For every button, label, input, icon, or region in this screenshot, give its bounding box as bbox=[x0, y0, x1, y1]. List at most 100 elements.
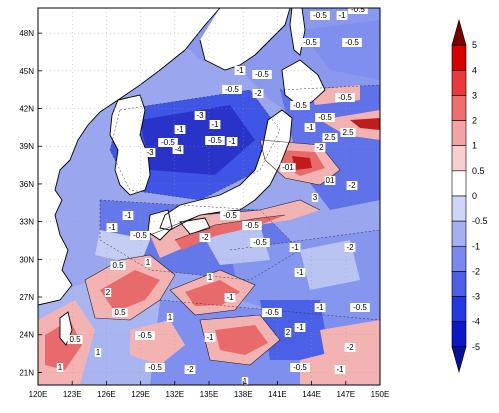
contour-label: 2 bbox=[286, 328, 291, 337]
colorbar-box bbox=[451, 145, 467, 172]
colorbar-box bbox=[451, 245, 467, 272]
contour-label: -4 bbox=[174, 145, 182, 154]
lat-tick-label: 21N bbox=[19, 368, 34, 377]
contour-label-bg bbox=[335, 93, 355, 102]
colorbar-box bbox=[451, 69, 467, 96]
contour-label: -1 bbox=[336, 365, 344, 374]
contour-label: -3 bbox=[196, 111, 204, 120]
colorbar-label: 5 bbox=[472, 40, 477, 50]
contour-label-bg bbox=[280, 163, 296, 172]
lat-tick-label: 39N bbox=[19, 142, 34, 151]
contour-label: -0.5 bbox=[338, 93, 352, 102]
contour-label-bg bbox=[206, 273, 214, 282]
colorbar-label: -1 bbox=[472, 241, 480, 251]
lon-tick-label: 138E bbox=[234, 390, 253, 399]
lon-tick-label: 147E bbox=[336, 390, 355, 399]
colorbar-label: -5 bbox=[472, 342, 480, 352]
colorbar-box bbox=[451, 120, 467, 147]
contour-label: 01 bbox=[326, 176, 335, 185]
contour-label-bg bbox=[222, 85, 242, 94]
contour-label: -1 bbox=[306, 123, 314, 132]
contour-label: -3 bbox=[146, 148, 154, 157]
contour-label: -1 bbox=[316, 303, 324, 312]
contour-label-bg bbox=[289, 243, 301, 252]
contour-label-bg bbox=[144, 258, 152, 267]
contour-label-bg bbox=[314, 303, 326, 312]
contour-label: -1 bbox=[296, 323, 304, 332]
colorbar-label: 2 bbox=[472, 116, 477, 126]
colorbar-label: -4 bbox=[472, 317, 480, 327]
contour-label-bg bbox=[166, 313, 174, 322]
contour-label: -2 bbox=[346, 243, 354, 252]
contour-label-bg bbox=[250, 238, 270, 247]
contour-label-bg bbox=[348, 8, 368, 14]
contour-label: -0.5 bbox=[293, 363, 307, 372]
contour-label-bg bbox=[334, 365, 346, 374]
contour-label: 1 bbox=[58, 363, 63, 372]
contour-label-bg bbox=[336, 11, 348, 20]
colorbar-box bbox=[451, 95, 467, 121]
contour-label-bg bbox=[174, 125, 186, 134]
ocean-field: -0.5 -1 -0.5 -0.5 -0.5 -1 -0.5 -0.5 -2 -0.5 -0.5 -0… bbox=[38, 8, 380, 386]
contour-label-bg bbox=[294, 268, 306, 277]
colorbar-label: -3 bbox=[472, 292, 480, 302]
contour-label: -1 bbox=[124, 211, 132, 220]
contour-label: -1 bbox=[236, 66, 244, 75]
contour-label-bg bbox=[184, 365, 196, 374]
contour-label-bg bbox=[242, 221, 262, 230]
colorbar: 5 4 3 2 1 0.5 0 -0.5 -1 -2 -3 -4 -5 bbox=[451, 18, 488, 374]
contour-label: 2 bbox=[106, 288, 111, 297]
contour-label-bg bbox=[322, 133, 338, 142]
contour-label-bg bbox=[300, 38, 320, 47]
contour-label: -0.5 bbox=[253, 238, 267, 247]
colorbar-bottom-triangle bbox=[451, 346, 467, 374]
contour-label: 3 bbox=[313, 193, 318, 202]
contour-label: -1 bbox=[296, 268, 304, 277]
contour-label: -0.5 bbox=[148, 363, 162, 372]
contour-label-bg bbox=[342, 38, 362, 47]
contour-label: -1 bbox=[211, 120, 219, 129]
contour-label-bg bbox=[314, 143, 326, 152]
lon-tick-label: 129E bbox=[131, 390, 150, 399]
colorbar-label: 3 bbox=[472, 90, 477, 100]
contour-label: 2.5 bbox=[324, 133, 336, 142]
contour-label-bg bbox=[284, 328, 292, 337]
latitude-axis: 48N 45N 42N 39N 36N 33N 30N 27N 24N 21N bbox=[19, 29, 42, 377]
colorbar-label: 0.5 bbox=[472, 166, 485, 176]
contour-label-bg bbox=[324, 176, 336, 185]
contour-label: -0.5 bbox=[345, 38, 359, 47]
colorbar-box bbox=[451, 321, 467, 348]
contour-label-bg bbox=[112, 308, 128, 317]
contour-label-bg bbox=[172, 145, 184, 154]
lon-tick-label: 141E bbox=[268, 390, 287, 399]
contour-label-bg bbox=[315, 113, 335, 122]
contour-label-bg bbox=[94, 348, 102, 357]
contour-label-bg bbox=[194, 111, 206, 120]
contour-label-bg bbox=[104, 288, 112, 297]
contour-label-bg bbox=[241, 377, 249, 385]
contour-label-bg bbox=[350, 303, 370, 312]
contour-label: -0.5 bbox=[255, 70, 269, 79]
colorbar-top-triangle bbox=[451, 18, 467, 46]
lat-tick-label: 36N bbox=[19, 180, 34, 189]
contour-label: -1 bbox=[291, 243, 299, 252]
contour-label-bg bbox=[122, 211, 134, 220]
contour-label: -1 bbox=[108, 223, 116, 232]
contour-label: -0.5 bbox=[265, 308, 279, 317]
contour-label: -0.5 bbox=[161, 138, 175, 147]
contour-label: -01 bbox=[282, 163, 294, 172]
contour-label-bg bbox=[252, 89, 264, 98]
contour-label: 0.5 bbox=[69, 335, 81, 344]
contour-label-bg bbox=[204, 333, 216, 342]
contour-label: -2 bbox=[254, 89, 262, 98]
lon-tick-label: 135E bbox=[200, 390, 219, 399]
lat-tick-label: 48N bbox=[19, 29, 34, 38]
colorbar-box bbox=[451, 195, 467, 222]
lat-tick-label: 30N bbox=[19, 255, 34, 264]
contour-label: 1 bbox=[243, 377, 248, 386]
contour-label: -2 bbox=[201, 233, 209, 242]
contour-label-bg bbox=[56, 363, 64, 372]
contour-label-bg bbox=[304, 123, 316, 132]
contour-label: 0.5 bbox=[112, 261, 124, 270]
contour-label: 1 bbox=[96, 348, 101, 357]
